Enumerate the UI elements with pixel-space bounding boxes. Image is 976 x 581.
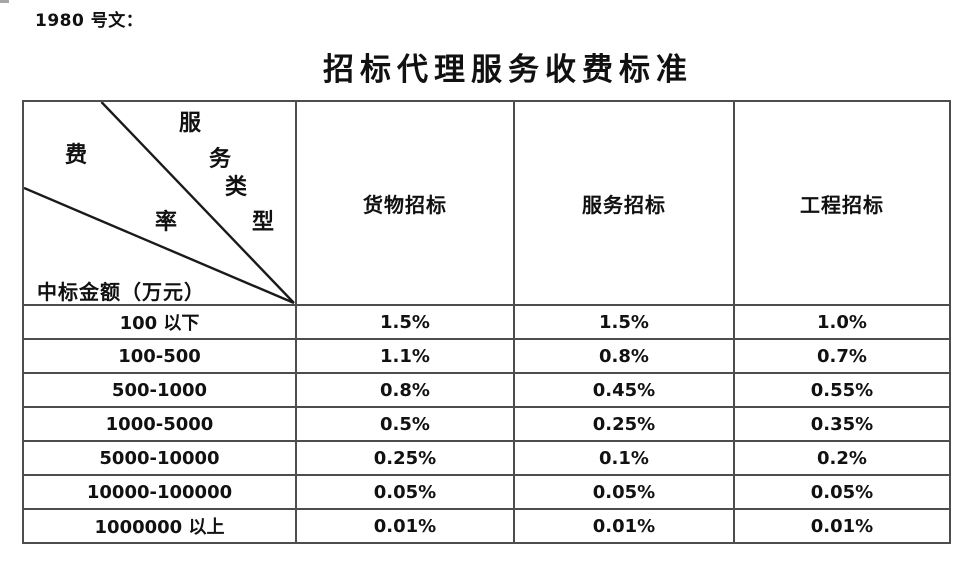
corner-service-type-char: 服	[179, 110, 202, 136]
column-header-goods: 货物招标	[295, 100, 515, 306]
fee-table: 服 务 类 型 费 率 中标金额（万元） 货物招标 服务招标 工程招标 100 …	[22, 100, 951, 544]
rate-cell: 1.5%	[295, 304, 515, 340]
rate-cell: 0.2%	[733, 440, 951, 476]
column-header-services: 服务招标	[513, 100, 735, 306]
table-row: 1000000 以上 0.01% 0.01% 0.01%	[22, 508, 951, 544]
table-row: 100-500 1.1% 0.8% 0.7%	[22, 338, 951, 374]
rate-cell: 0.25%	[295, 440, 515, 476]
rate-cell: 1.5%	[513, 304, 735, 340]
rate-cell: 0.01%	[513, 508, 735, 544]
rate-cell: 0.1%	[513, 440, 735, 476]
rate-cell: 0.55%	[733, 372, 951, 408]
amount-range-cell: 100 以下	[22, 304, 297, 340]
table-row: 5000-10000 0.25% 0.1% 0.2%	[22, 440, 951, 476]
rate-cell: 0.05%	[513, 474, 735, 510]
rate-cell: 0.45%	[513, 372, 735, 408]
rate-cell: 0.05%	[733, 474, 951, 510]
corner-service-type-char: 务	[209, 146, 232, 172]
rate-cell: 0.7%	[733, 338, 951, 374]
rate-cell: 1.1%	[295, 338, 515, 374]
rate-cell: 0.5%	[295, 406, 515, 442]
column-header-works: 工程招标	[733, 100, 951, 306]
table-header-row: 服 务 类 型 费 率 中标金额（万元） 货物招标 服务招标 工程招标	[22, 100, 951, 306]
corner-fee-rate-char: 率	[155, 209, 178, 235]
rate-cell: 1.0%	[733, 304, 951, 340]
amount-range-cell: 10000-100000	[22, 474, 297, 510]
diagonal-divider-lines	[24, 102, 295, 304]
row-axis-label: 中标金额（万元）	[37, 280, 205, 304]
table-row: 500-1000 0.8% 0.45% 0.55%	[22, 372, 951, 408]
rate-cell: 0.01%	[733, 508, 951, 544]
corner-service-type-char: 类	[225, 174, 248, 200]
rate-cell: 0.8%	[295, 372, 515, 408]
screen-edge-artifact	[0, 0, 9, 3]
amount-range-cell: 500-1000	[22, 372, 297, 408]
diagonal-header-cell: 服 务 类 型 费 率 中标金额（万元）	[22, 100, 297, 306]
amount-range-cell: 100-500	[22, 338, 297, 374]
rate-cell: 0.05%	[295, 474, 515, 510]
amount-range-cell: 1000000 以上	[22, 508, 297, 544]
amount-range-cell: 1000-5000	[22, 406, 297, 442]
table-row: 100 以下 1.5% 1.5% 1.0%	[22, 304, 951, 340]
rate-cell: 0.01%	[295, 508, 515, 544]
doc-number-label: 1980 号文：	[35, 11, 144, 31]
table-row: 1000-5000 0.5% 0.25% 0.35%	[22, 406, 951, 442]
rate-cell: 0.35%	[733, 406, 951, 442]
table-row: 10000-100000 0.05% 0.05% 0.05%	[22, 474, 951, 510]
rate-cell: 0.8%	[513, 338, 735, 374]
page-title: 招标代理服务收费标准	[323, 52, 693, 88]
amount-range-cell: 5000-10000	[22, 440, 297, 476]
rate-cell: 0.25%	[513, 406, 735, 442]
corner-fee-rate-char: 费	[65, 142, 88, 168]
corner-service-type-char: 型	[252, 209, 275, 235]
